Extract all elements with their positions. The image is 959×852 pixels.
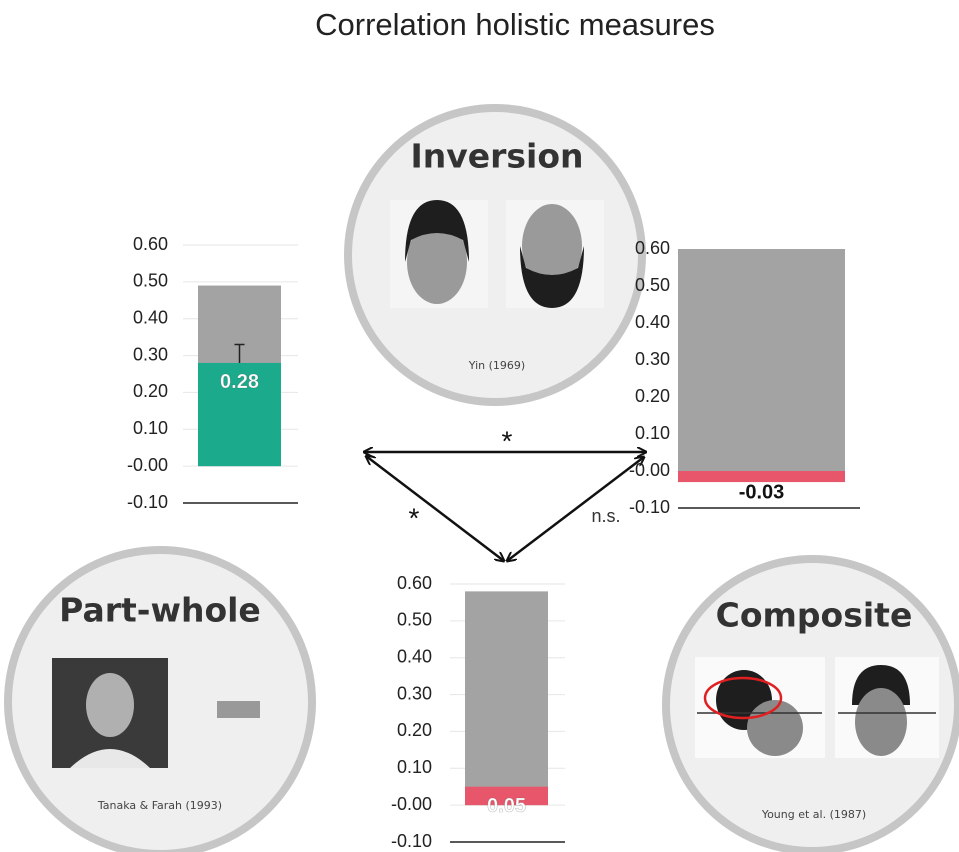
y-tick-label: -0.10 bbox=[391, 831, 432, 851]
y-tick-label: 0.20 bbox=[133, 381, 168, 401]
circle-title: Inversion bbox=[410, 137, 583, 176]
value-label: 0.28 bbox=[220, 371, 259, 393]
y-tick-label: 0.10 bbox=[397, 757, 432, 777]
y-tick-label: 0.30 bbox=[397, 683, 432, 703]
y-tick-label: 0.60 bbox=[397, 573, 432, 593]
value-label: 0.05 bbox=[487, 795, 526, 817]
y-tick-label: 0.40 bbox=[133, 307, 168, 327]
slide-title: Correlation holistic measures bbox=[315, 7, 715, 42]
y-tick-label: -0.00 bbox=[391, 794, 432, 814]
part-whole-circle: Part-whole Tanaka & Farah (1993) bbox=[8, 550, 312, 852]
y-tick-label: -0.00 bbox=[629, 460, 670, 480]
y-tick-label: 0.40 bbox=[397, 646, 432, 666]
link-label: n.s. bbox=[591, 506, 620, 526]
value-label: -0.03 bbox=[739, 481, 785, 503]
circle-caption: Yin (1969) bbox=[468, 359, 525, 372]
y-tick-label: 0.20 bbox=[635, 386, 670, 406]
y-tick-label: 0.60 bbox=[635, 238, 670, 258]
bar bbox=[678, 249, 845, 471]
circle-caption: Tanaka & Farah (1993) bbox=[97, 799, 222, 812]
y-tick-label: 0.40 bbox=[635, 312, 670, 332]
y-tick-label: -0.00 bbox=[127, 455, 168, 475]
y-tick-label: 0.30 bbox=[133, 344, 168, 364]
slide: Correlation holistic measures Inversion … bbox=[0, 0, 959, 852]
circle-title: Part-whole bbox=[59, 591, 261, 630]
bar bbox=[465, 591, 548, 805]
y-tick-label: -0.10 bbox=[629, 497, 670, 517]
y-tick-label: -0.10 bbox=[127, 492, 168, 512]
y-tick-label: 0.30 bbox=[635, 349, 670, 369]
inversion-circle: Inversion Yin (1969) bbox=[348, 108, 642, 402]
y-tick-label: 0.50 bbox=[133, 271, 168, 291]
y-tick-label: 0.10 bbox=[635, 423, 670, 443]
circle-title: Composite bbox=[716, 596, 913, 635]
y-tick-label: 0.10 bbox=[133, 418, 168, 438]
link-label: * bbox=[409, 502, 420, 533]
y-tick-label: 0.50 bbox=[397, 610, 432, 630]
composite-circle: Composite Young et al. (1987) bbox=[666, 559, 958, 851]
y-tick-label: 0.50 bbox=[635, 275, 670, 295]
y-tick-label: 0.60 bbox=[133, 234, 168, 254]
y-tick-label: 0.20 bbox=[397, 720, 432, 740]
circle-caption: Young et al. (1987) bbox=[761, 808, 866, 821]
link-label: * bbox=[502, 425, 513, 456]
